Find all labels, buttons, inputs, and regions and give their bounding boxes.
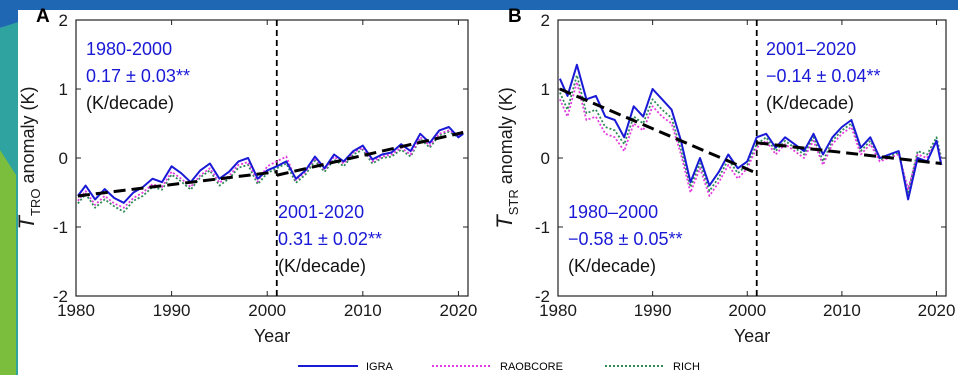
y-tick-label: 1	[59, 80, 68, 99]
annotation-text: −0.58 ± 0.05**	[568, 229, 682, 249]
panel-letter: A	[36, 6, 50, 27]
series-line-igra	[560, 65, 941, 200]
annotation-text: (K/decade)	[568, 256, 656, 276]
trend-line-2	[757, 143, 942, 164]
series-line-rich	[560, 75, 941, 192]
panel-letter: B	[508, 6, 522, 27]
legend-label-igra: IGRA	[366, 361, 394, 373]
x-tick-label: 2010	[344, 301, 382, 320]
annotation-text: (K/decade)	[766, 93, 854, 113]
x-tick-label: 2000	[248, 301, 286, 320]
series-line-igra	[78, 127, 463, 203]
y-tick-label: -2	[535, 287, 550, 306]
legend: IGRA RAOBCORE RICH	[298, 361, 700, 373]
legend-label-rich: RICH	[673, 361, 700, 373]
y-axis-title: TTRO anomaly (K)	[14, 87, 43, 230]
annotation-text: (K/decade)	[86, 93, 174, 113]
annotation-text: 2001-2020	[278, 202, 364, 222]
y-tick-label: 2	[541, 11, 550, 30]
x-tick-label: 2020	[918, 301, 956, 320]
y-tick-label: -1	[535, 218, 550, 237]
y-tick-label: 1	[541, 80, 550, 99]
annotation-text: 1980–2000	[568, 202, 658, 222]
series-line-rich	[78, 132, 463, 212]
x-tick-label: 2020	[440, 301, 478, 320]
annotation-text: 0.17 ± 0.03**	[86, 66, 190, 86]
x-tick-label: 1990	[153, 301, 191, 320]
plot-frame	[76, 20, 468, 296]
annotation-text: (K/decade)	[278, 256, 366, 276]
y-tick-label: 0	[59, 149, 68, 168]
x-tick-label: 2010	[823, 301, 861, 320]
x-axis-title: Year	[254, 326, 290, 346]
trend-line-2	[277, 132, 463, 175]
annotation-text: 2001–2020	[766, 39, 856, 59]
legend-label-raobcore: RAOBCORE	[500, 361, 563, 373]
annotation-text: −0.14 ± 0.04**	[766, 66, 880, 86]
x-axis-title: Year	[734, 326, 770, 346]
series-line-raobcore	[560, 82, 941, 196]
annotation-text: 0.31 ± 0.02**	[278, 229, 382, 249]
y-tick-label: -2	[53, 287, 68, 306]
x-tick-label: 2000	[728, 301, 766, 320]
y-tick-label: 2	[59, 11, 68, 30]
y-tick-label: 0	[541, 149, 550, 168]
annotation-text: 1980-2000	[86, 39, 172, 59]
y-tick-label: -1	[53, 218, 68, 237]
y-axis-title: TSTR anomaly (K)	[492, 87, 521, 229]
trend-line-1	[560, 89, 757, 173]
x-tick-label: 1990	[634, 301, 672, 320]
